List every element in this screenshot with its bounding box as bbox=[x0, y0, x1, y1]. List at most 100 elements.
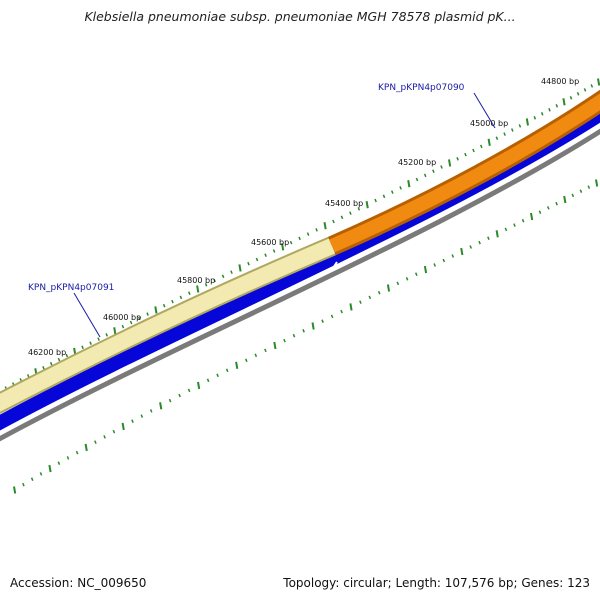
gene-KPN_pKPN4p07091-fill bbox=[0, 238, 336, 412]
inner-ruler-tick bbox=[587, 185, 591, 189]
outer-ruler-tick bbox=[569, 96, 573, 100]
inner-ruler-tick bbox=[579, 189, 583, 193]
outer-ruler-tick bbox=[272, 249, 276, 253]
outer-ruler-tick bbox=[196, 285, 200, 293]
outer-ruler-tick bbox=[555, 104, 559, 108]
inner-ruler-tick bbox=[386, 284, 391, 292]
inner-ruler-tick bbox=[39, 472, 43, 476]
outer-ruler-tick bbox=[533, 116, 537, 120]
inner-ruler-tick bbox=[547, 206, 550, 210]
inner-ruler-tick bbox=[283, 338, 286, 343]
inner-ruler-tick bbox=[103, 435, 106, 439]
gene-label-KPN_pKPN4p07090[interactable]: KPN_pKPN4p07090 bbox=[378, 83, 465, 93]
inner-ruler-tick bbox=[197, 381, 201, 390]
outer-ruler-tick bbox=[562, 98, 566, 106]
outer-ruler-tick bbox=[472, 148, 475, 153]
outer-ruler-tick bbox=[162, 303, 166, 308]
inner-ruler-tick bbox=[206, 378, 210, 383]
outer-ruler-tick bbox=[357, 207, 361, 211]
inner-ruler-tick bbox=[168, 398, 172, 403]
inner-ruler-tick bbox=[460, 247, 464, 256]
ruler-label-45200: 45200 bp bbox=[398, 158, 436, 167]
outer-ruler-tick bbox=[264, 253, 267, 257]
inner-ruler-tick bbox=[187, 388, 191, 393]
inner-ruler-tick bbox=[225, 368, 229, 373]
outer-ruler-tick bbox=[49, 361, 53, 366]
gene-label-KPN_pKPN4p07091[interactable]: KPN_pKPN4p07091 bbox=[28, 283, 114, 293]
outer-ruler-tick bbox=[415, 177, 419, 182]
outer-ruler-tick bbox=[247, 261, 250, 266]
outer-ruler-tick bbox=[382, 194, 386, 199]
ruler-label-46200: 46200 bp bbox=[28, 348, 66, 357]
inner-ruler-tick bbox=[504, 227, 508, 232]
inner-ruler-tick bbox=[13, 486, 17, 494]
inner-ruler-tick bbox=[530, 212, 534, 221]
inner-tick-marks bbox=[13, 179, 599, 494]
inner-ruler-tick bbox=[415, 272, 418, 276]
inner-ruler-tick bbox=[451, 254, 455, 258]
accession-text: Accession: NC_009650 bbox=[10, 576, 147, 590]
genome-stats-text: Topology: circular; Length: 107,576 bp; … bbox=[283, 576, 590, 590]
outer-ruler-tick bbox=[503, 132, 506, 136]
outer-ruler-tick bbox=[57, 357, 61, 362]
outer-ruler-tick bbox=[540, 112, 544, 116]
inner-ruler-tick bbox=[423, 265, 428, 274]
outer-ruler-tick bbox=[42, 366, 45, 370]
inner-ruler-tick bbox=[571, 193, 575, 198]
inner-ruler-tick bbox=[273, 341, 277, 350]
inner-ruler-tick bbox=[405, 277, 409, 281]
inner-ruler-tick bbox=[478, 240, 481, 245]
outer-ruler-tick bbox=[188, 291, 191, 295]
inner-ruler-tick bbox=[495, 230, 499, 238]
inner-ruler-tick bbox=[216, 373, 219, 378]
inner-ruler-tick bbox=[84, 443, 88, 452]
inner-ruler-tick bbox=[377, 290, 381, 295]
inner-ruler-tick bbox=[245, 358, 248, 363]
inner-ruler-tick bbox=[302, 329, 305, 333]
outer-ruler-tick bbox=[281, 243, 285, 251]
inner-ruler-tick bbox=[469, 245, 472, 249]
outer-ruler-tick bbox=[340, 215, 344, 220]
outer-ruler-tick bbox=[89, 341, 92, 345]
outer-ruler-tick bbox=[129, 320, 133, 325]
reverse-track-gap bbox=[332, 261, 338, 269]
outer-ruler-tick bbox=[221, 274, 225, 279]
outer-tick-marks bbox=[0, 78, 600, 396]
backbone-line bbox=[0, 128, 600, 442]
outer-ruler-tick bbox=[399, 186, 402, 190]
outer-ruler-tick bbox=[238, 264, 242, 272]
outer-ruler-tick bbox=[349, 211, 352, 215]
inner-ruler-tick bbox=[140, 414, 144, 418]
ruler-label-45000: 45000 bp bbox=[470, 119, 508, 128]
inner-ruler-tick bbox=[149, 409, 153, 413]
outer-ruler-tick bbox=[495, 136, 499, 140]
inner-ruler-tick bbox=[595, 179, 599, 187]
outer-ruler-tick bbox=[576, 92, 580, 96]
outer-ruler-tick bbox=[448, 159, 452, 167]
outer-ruler-tick bbox=[464, 152, 467, 157]
inner-ruler-tick bbox=[368, 295, 372, 300]
inner-ruler-tick bbox=[340, 309, 343, 314]
ruler-label-45600: 45600 bp bbox=[251, 238, 289, 247]
outer-ruler-tick bbox=[154, 306, 158, 314]
inner-ruler-tick bbox=[563, 195, 567, 204]
outer-ruler-tick bbox=[391, 190, 394, 194]
ruler-label-44800: 44800 bp bbox=[541, 77, 579, 86]
inner-ruler-tick bbox=[22, 482, 25, 487]
outer-ruler-tick bbox=[171, 299, 174, 304]
gene-label-leader-07091 bbox=[73, 292, 101, 338]
outer-ruler-tick bbox=[480, 144, 483, 149]
inner-ruler-tick bbox=[121, 422, 125, 431]
inner-ruler-tick bbox=[131, 419, 134, 423]
outer-ruler-tick bbox=[597, 78, 600, 86]
inner-ruler-tick bbox=[48, 464, 52, 473]
inner-ruler-tick bbox=[396, 281, 400, 286]
outer-ruler-tick bbox=[440, 165, 443, 169]
outer-ruler-tick bbox=[97, 337, 100, 341]
inner-ruler-tick bbox=[555, 201, 558, 206]
outer-ruler-tick bbox=[298, 236, 301, 241]
inner-ruler-tick bbox=[57, 461, 61, 465]
outer-ruler-tick bbox=[306, 232, 310, 236]
outer-ruler-tick bbox=[432, 169, 435, 173]
